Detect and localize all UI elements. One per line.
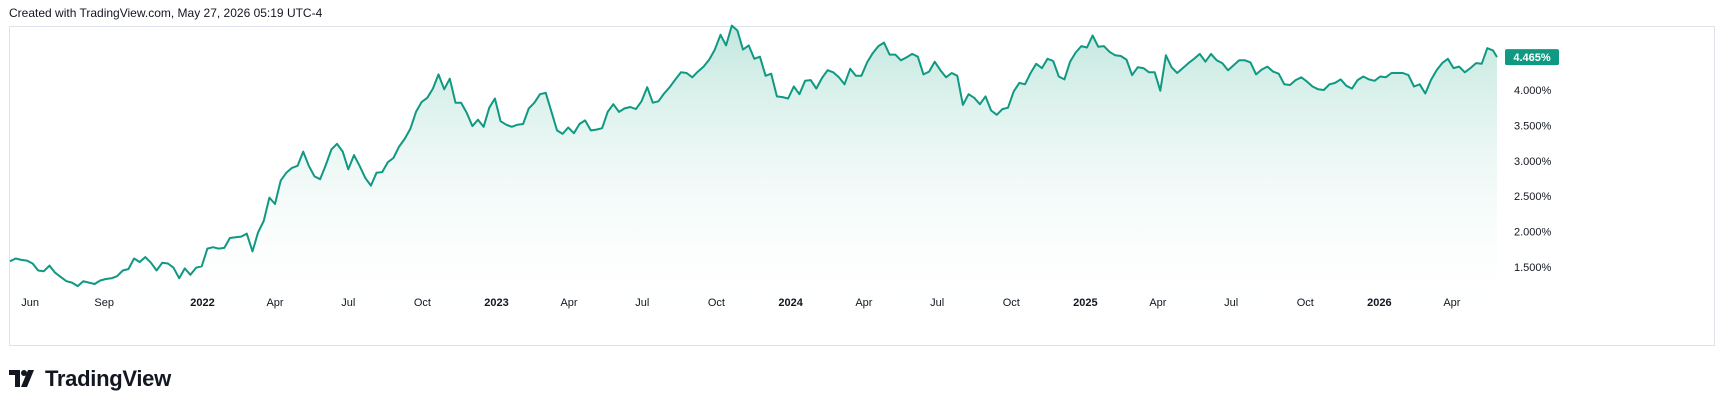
x-tick-label: Jul — [341, 297, 355, 309]
x-tick-label: Jul — [1224, 297, 1238, 309]
x-tick-label: Apr — [1443, 297, 1460, 309]
last-value-badge-bg — [1505, 49, 1559, 66]
y-tick-label: 3.500% — [1514, 120, 1552, 132]
x-tick-label: Oct — [414, 297, 431, 309]
x-tick-label: 2023 — [484, 297, 508, 309]
x-tick-label: Oct — [1297, 297, 1314, 309]
area-fill — [10, 25, 1497, 310]
x-tick-label: Jul — [635, 297, 649, 309]
brand-logo: TradingView — [9, 366, 171, 392]
x-tick-label: Jun — [21, 297, 39, 309]
x-tick-label: Oct — [708, 297, 725, 309]
brand-wordmark: TradingView — [45, 366, 171, 391]
last-value-label: 4.465% — [1513, 52, 1551, 64]
x-tick-label: Apr — [266, 297, 283, 309]
y-tick-label: 1.500% — [1514, 262, 1552, 274]
x-tick-label: 2025 — [1073, 297, 1097, 309]
y-tick-label: 4.000% — [1514, 85, 1552, 97]
last-value-badge: 4.465% — [1505, 49, 1559, 66]
x-axis[interactable]: Jun Sep 2022 Apr Jul Oct 2023 Apr Jul Oct 2024 Apr J… — [21, 297, 1461, 309]
x-tick-label: Apr — [560, 297, 577, 309]
created-with-caption: Created with TradingView.com, May 27, 20… — [9, 6, 323, 20]
x-tick-label: Apr — [855, 297, 872, 309]
x-tick-label: 2024 — [778, 297, 803, 309]
y-tick-label: 3.000% — [1514, 156, 1552, 168]
x-tick-label: Jul — [930, 297, 944, 309]
y-tick-label: 2.500% — [1514, 191, 1552, 203]
y-axis[interactable]: 1.500% 2.000% 2.500% 3.000% 3.500% 4.000% — [1514, 85, 1552, 274]
x-tick-label: Sep — [94, 297, 114, 309]
y-tick-label: 2.000% — [1514, 227, 1552, 239]
tradingview-logo-icon — [9, 370, 34, 387]
x-tick-label: 2026 — [1367, 297, 1391, 309]
x-tick-label: Apr — [1149, 297, 1166, 309]
chart-frame[interactable] — [9, 26, 1715, 346]
series-line — [9, 24, 1498, 288]
x-tick-label: 2022 — [190, 297, 214, 309]
x-tick-label: Oct — [1003, 297, 1020, 309]
